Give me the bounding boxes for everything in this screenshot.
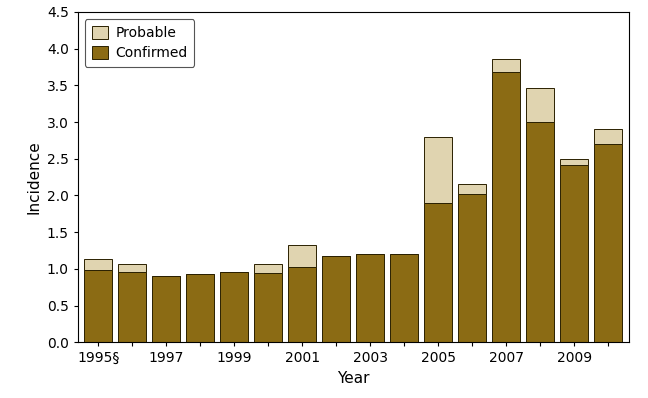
Bar	[594, 129, 622, 144]
Bar	[84, 270, 112, 342]
Bar	[526, 88, 554, 122]
Bar	[492, 59, 520, 72]
Bar	[254, 264, 282, 273]
Bar	[526, 122, 554, 342]
Bar	[458, 194, 486, 342]
Bar	[220, 272, 248, 342]
Bar	[288, 246, 316, 267]
Y-axis label: Incidence: Incidence	[26, 140, 41, 214]
Bar	[424, 137, 452, 203]
X-axis label: Year: Year	[337, 371, 369, 386]
Bar	[322, 256, 350, 342]
Bar	[390, 254, 418, 342]
Bar	[84, 259, 112, 270]
Bar	[356, 254, 384, 342]
Legend: Probable, Confirmed: Probable, Confirmed	[85, 19, 194, 67]
Bar	[561, 165, 588, 342]
Bar	[152, 276, 180, 342]
Bar	[458, 184, 486, 194]
Bar	[118, 264, 146, 272]
Bar	[254, 273, 282, 342]
Bar	[594, 144, 622, 342]
Bar	[561, 159, 588, 165]
Bar	[186, 274, 214, 342]
Bar	[424, 203, 452, 342]
Bar	[288, 267, 316, 342]
Bar	[118, 272, 146, 342]
Bar	[492, 72, 520, 342]
